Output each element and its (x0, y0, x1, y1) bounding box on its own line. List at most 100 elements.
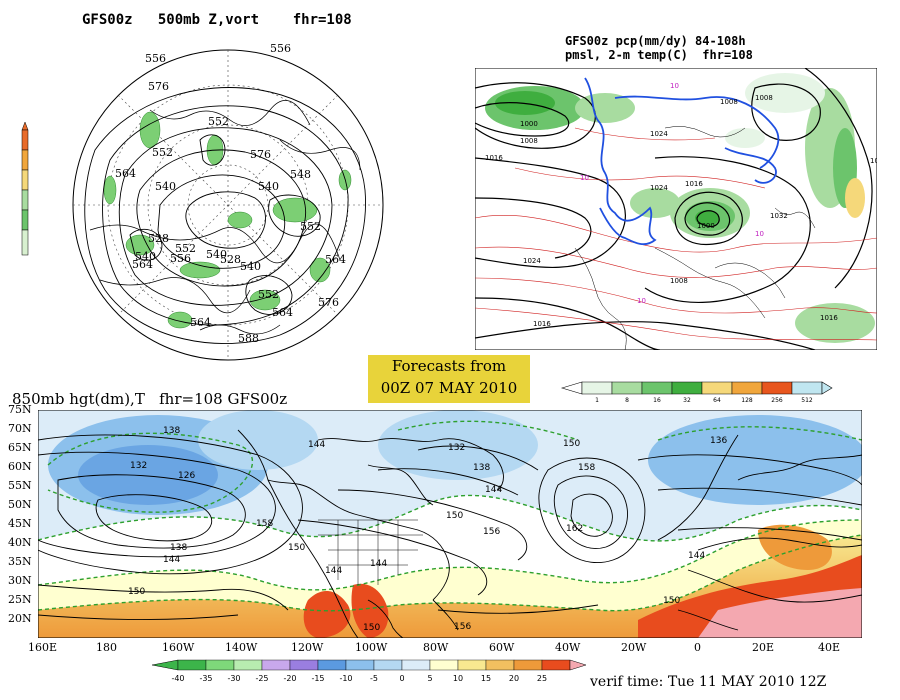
lat-label: 75N (8, 403, 32, 416)
svg-text:128: 128 (741, 397, 753, 404)
lat-label: 45N (8, 517, 32, 530)
polar-500mb-map: 556 556 576 552 576 548 552 564 540 540 … (21, 42, 384, 361)
svg-text:552: 552 (175, 242, 196, 255)
svg-text:548: 548 (290, 168, 311, 181)
svg-text:15: 15 (481, 674, 491, 683)
polar-colorbar (21, 121, 29, 256)
polar-contour-labels: 556 556 576 552 576 548 552 564 540 540 … (115, 42, 346, 345)
svg-text:-5: -5 (370, 674, 378, 683)
svg-text:576: 576 (148, 80, 169, 93)
svg-text:10: 10 (637, 297, 646, 305)
svg-text:556: 556 (145, 52, 166, 65)
svg-text:150: 150 (363, 623, 380, 633)
svg-text:1008: 1008 (670, 277, 688, 285)
svg-text:158: 158 (578, 463, 595, 473)
svg-text:256: 256 (771, 397, 783, 404)
forecast-box-line1: Forecasts from (391, 357, 507, 375)
svg-text:-25: -25 (255, 674, 268, 683)
svg-text:-10: -10 (339, 674, 352, 683)
main-map-title: 850mb hgt(dm),T fhr=108 GFS00z (12, 390, 288, 408)
svg-text:10: 10 (870, 157, 877, 165)
lat-axis: 75N 70N 65N 60N 55N 50N 45N 40N 35N 30N … (8, 403, 40, 643)
svg-text:150: 150 (288, 543, 305, 553)
svg-text:588: 588 (238, 332, 259, 345)
lon-label: 20E (752, 641, 775, 654)
svg-text:0: 0 (399, 674, 404, 683)
lat-label: 50N (8, 498, 32, 511)
svg-text:552: 552 (300, 220, 321, 233)
svg-text:556: 556 (170, 252, 191, 265)
lat-label: 70N (8, 422, 32, 435)
svg-text:156: 156 (483, 527, 500, 537)
svg-text:540: 540 (258, 180, 279, 193)
svg-text:10: 10 (580, 174, 589, 182)
lon-label: 20W (621, 641, 647, 654)
lon-label: 80W (423, 641, 449, 654)
svg-text:528: 528 (220, 253, 241, 266)
svg-text:1016: 1016 (533, 320, 551, 328)
svg-text:138: 138 (170, 543, 187, 553)
svg-text:144: 144 (485, 485, 502, 495)
svg-text:138: 138 (163, 426, 180, 436)
svg-text:540: 540 (206, 248, 227, 261)
lon-label: 160W (162, 641, 195, 654)
svg-text:1000: 1000 (520, 120, 538, 128)
svg-text:564: 564 (190, 316, 211, 329)
lon-label: 0 (694, 641, 701, 654)
lat-label: 65N (8, 441, 32, 454)
svg-text:540: 540 (240, 260, 261, 273)
svg-text:1024: 1024 (650, 130, 668, 138)
lat-label: 55N (8, 479, 32, 492)
lon-label: 40E (818, 641, 841, 654)
svg-text:150: 150 (128, 587, 145, 597)
pcp-map-title-line1: GFS00z pcp(mm/dy) 84-108h (565, 34, 746, 48)
verification-time: verif time: Tue 11 MAY 2010 12Z (590, 674, 827, 690)
svg-text:512: 512 (801, 397, 813, 404)
svg-text:162: 162 (566, 524, 583, 534)
svg-text:158: 158 (256, 519, 273, 529)
pcp-isobar-labels: 1000 1008 1016 1024 1024 1000 1032 1016 … (485, 94, 877, 328)
svg-text:1032: 1032 (770, 212, 788, 220)
svg-text:156: 156 (454, 622, 471, 632)
svg-text:8: 8 (625, 397, 629, 404)
svg-text:144: 144 (325, 566, 342, 576)
svg-text:144: 144 (163, 555, 180, 565)
main-850mb-map: 138 144 132 138 150 136 132 126 144 150 … (38, 410, 862, 638)
svg-text:-15: -15 (311, 674, 324, 683)
lon-label: 120W (291, 641, 324, 654)
lat-label: 40N (8, 536, 32, 549)
svg-text:540: 540 (135, 250, 156, 263)
temperature-colorbar: -40 -35 -30 -25 -20 -15 -10 -5 0 5 10 15… (151, 659, 587, 683)
forecast-issue-box: Forecasts from 00Z 07 MAY 2010 (368, 355, 530, 403)
svg-text:1016: 1016 (685, 180, 703, 188)
svg-text:-35: -35 (199, 674, 212, 683)
svg-text:1000: 1000 (697, 222, 715, 230)
svg-text:144: 144 (688, 551, 705, 561)
svg-text:-40: -40 (171, 674, 184, 683)
svg-text:576: 576 (318, 296, 339, 309)
lon-label: 180 (96, 641, 117, 654)
svg-text:552: 552 (258, 288, 279, 301)
svg-text:32: 32 (683, 397, 691, 404)
svg-text:540: 540 (155, 180, 176, 193)
svg-text:564: 564 (272, 306, 293, 319)
svg-text:150: 150 (446, 511, 463, 521)
polar-map-title: GFS00z 500mb Z,vort fhr=108 (82, 12, 352, 28)
svg-text:-20: -20 (283, 674, 296, 683)
svg-text:556: 556 (270, 42, 291, 55)
svg-text:16: 16 (653, 397, 661, 404)
svg-text:132: 132 (448, 443, 465, 453)
svg-text:1: 1 (595, 397, 599, 404)
svg-text:136: 136 (710, 436, 727, 446)
svg-text:126: 126 (178, 471, 195, 481)
lon-label: 60W (489, 641, 515, 654)
lon-label: 40W (555, 641, 581, 654)
svg-text:552: 552 (208, 115, 229, 128)
svg-text:138: 138 (473, 463, 490, 473)
svg-text:1024: 1024 (523, 257, 541, 265)
svg-text:10: 10 (453, 674, 463, 683)
svg-text:1024: 1024 (650, 184, 668, 192)
svg-text:64: 64 (713, 397, 721, 404)
svg-text:150: 150 (663, 596, 680, 606)
svg-text:5: 5 (427, 674, 432, 683)
